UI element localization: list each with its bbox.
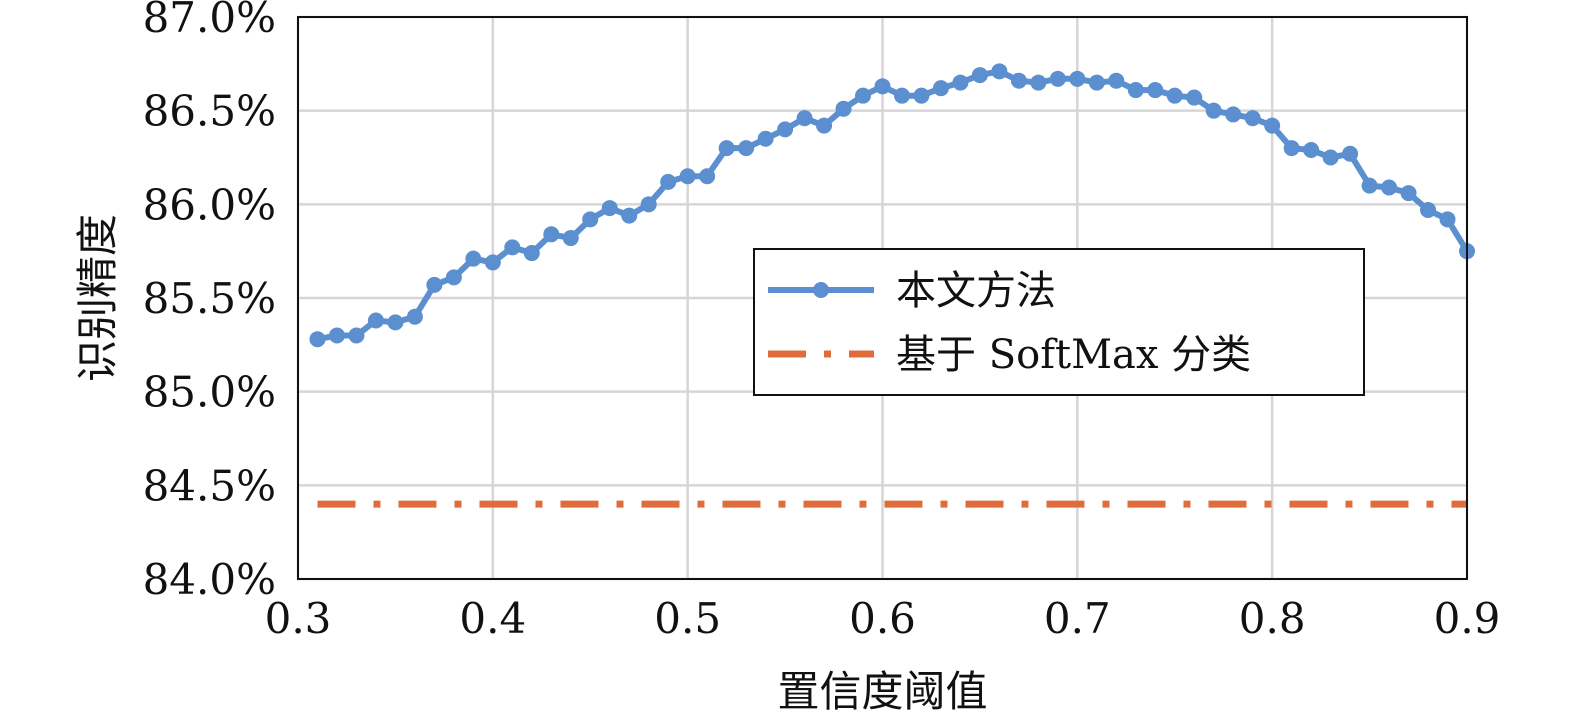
data-point — [465, 250, 482, 267]
data-point — [582, 211, 599, 228]
data-point — [601, 200, 618, 217]
data-point — [952, 74, 969, 91]
data-point — [367, 312, 384, 329]
plot-frame — [297, 16, 1468, 580]
data-point — [991, 63, 1008, 80]
data-point — [1420, 201, 1437, 218]
data-point — [504, 239, 521, 256]
data-point — [309, 331, 326, 348]
data-point — [1283, 140, 1300, 157]
data-point — [445, 269, 462, 286]
legend: 本文方法 基于 SoftMax 分类 — [753, 248, 1365, 396]
data-point — [855, 87, 872, 104]
y-axis-title: 识别精度 — [73, 214, 122, 382]
data-point — [777, 121, 794, 138]
legend-label-method: 本文方法 — [896, 268, 1056, 314]
data-point — [406, 308, 423, 325]
y-tick-label: 85.0% — [143, 368, 276, 417]
data-point — [1225, 106, 1242, 123]
y-tick-label: 86.0% — [143, 180, 276, 229]
data-point — [426, 276, 443, 293]
data-point — [1381, 179, 1398, 196]
data-point — [543, 226, 560, 243]
data-point — [835, 100, 852, 117]
data-point — [796, 110, 813, 127]
data-point — [1303, 142, 1320, 159]
x-tick-label: 0.5 — [654, 594, 721, 643]
data-point — [1361, 177, 1378, 194]
data-point — [1244, 110, 1261, 127]
x-tick-label: 0.6 — [849, 594, 916, 643]
y-tick-label: 87.0% — [143, 0, 276, 42]
x-tick-label: 0.7 — [1044, 594, 1111, 643]
data-point — [874, 78, 891, 95]
data-point — [718, 140, 735, 157]
data-point — [640, 196, 657, 213]
x-axis-title: 置信度阈值 — [777, 667, 987, 716]
data-point — [1264, 117, 1281, 134]
x-tick-label: 0.3 — [265, 594, 332, 643]
data-point — [932, 80, 949, 97]
data-point — [660, 173, 677, 190]
data-point — [348, 327, 365, 344]
data-point — [893, 87, 910, 104]
data-point — [1166, 87, 1183, 104]
data-point — [1127, 82, 1144, 99]
data-point — [1342, 145, 1359, 162]
data-point — [1186, 89, 1203, 106]
y-tick-label: 84.0% — [143, 555, 276, 604]
y-axis-ticks: 84.0% 84.5% 85.0% 85.5% 86.0% 86.5% 87.0% — [143, 0, 276, 604]
x-tick-label: 0.8 — [1239, 594, 1306, 643]
y-tick-label: 86.5% — [143, 87, 276, 136]
data-point — [816, 117, 833, 134]
data-point — [387, 314, 404, 331]
data-point — [328, 327, 345, 344]
data-point — [1108, 72, 1125, 89]
legend-box — [753, 248, 1365, 396]
data-point — [484, 254, 501, 271]
data-point — [757, 130, 774, 147]
legend-label-softmax: 基于 SoftMax 分类 — [896, 332, 1251, 378]
data-point — [1049, 70, 1066, 87]
x-tick-label: 0.9 — [1434, 594, 1501, 643]
data-point — [1030, 74, 1047, 91]
data-point — [1088, 74, 1105, 91]
data-point — [1439, 211, 1456, 228]
data-point — [621, 207, 638, 224]
x-axis-ticks: 0.3 0.4 0.5 0.6 0.7 0.8 0.9 — [265, 594, 1501, 643]
y-tick-label: 85.5% — [143, 274, 276, 323]
data-point — [562, 230, 579, 247]
data-point — [1322, 149, 1339, 166]
data-point — [699, 168, 716, 185]
data-point — [971, 67, 988, 84]
series-layer — [309, 63, 1475, 508]
data-point — [1205, 102, 1222, 119]
data-point — [913, 87, 930, 104]
data-point — [523, 245, 540, 262]
data-point — [1010, 72, 1027, 89]
data-point — [1069, 70, 1086, 87]
data-point — [679, 168, 696, 185]
y-tick-label: 84.5% — [143, 461, 276, 510]
data-point — [1147, 82, 1164, 99]
data-point — [738, 140, 755, 157]
x-tick-label: 0.4 — [459, 594, 526, 643]
legend-marker-method — [813, 282, 829, 298]
data-point — [1400, 185, 1417, 202]
